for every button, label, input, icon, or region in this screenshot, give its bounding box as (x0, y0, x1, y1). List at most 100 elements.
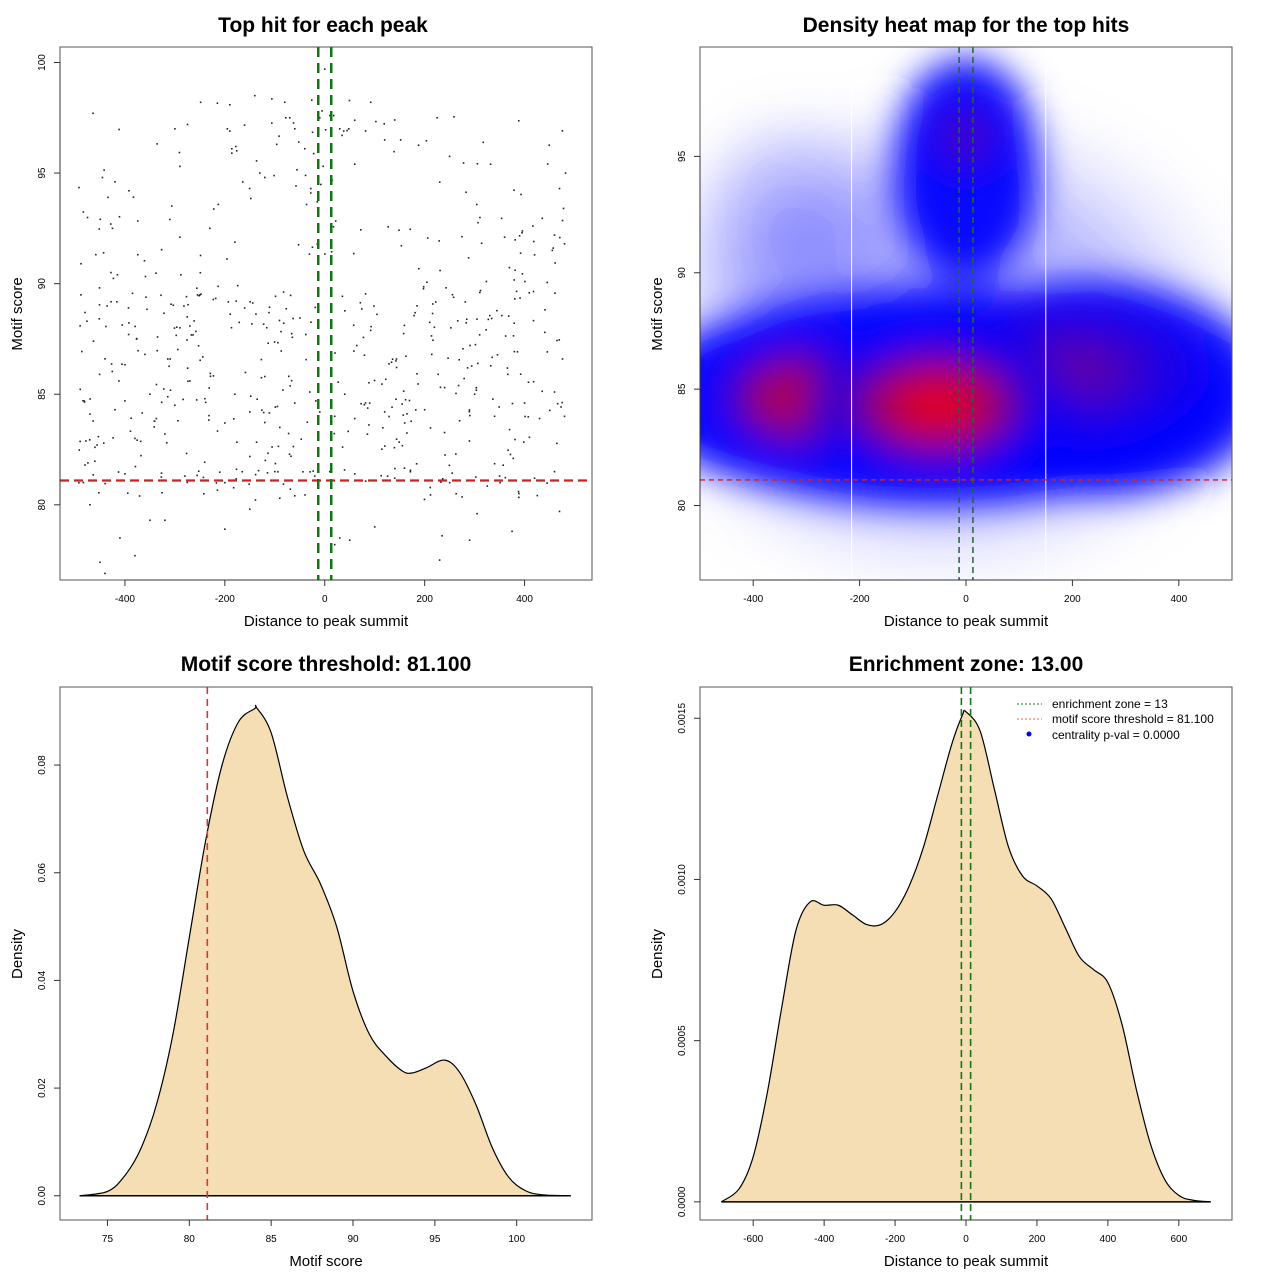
scatter-point (453, 116, 455, 118)
scatter-point (265, 326, 268, 329)
scatter-point (558, 339, 561, 341)
scatter-point (476, 162, 479, 165)
scatter-point (271, 122, 273, 124)
scatter-point (82, 481, 85, 484)
scatter-point (186, 481, 189, 484)
scatter-point (477, 362, 479, 365)
scatter-point (179, 165, 181, 168)
y-axis-label: Density (649, 928, 666, 979)
scatter-point (364, 293, 367, 295)
scatter-point (490, 317, 493, 320)
density-heatmap (700, 58, 1232, 580)
scatter-point (503, 236, 506, 238)
scatter-point (166, 395, 169, 398)
x-tick-label: 80 (184, 1234, 196, 1245)
scatter-point (468, 410, 471, 413)
scatter-point (124, 473, 126, 475)
scatter-point (160, 294, 162, 297)
scatter-point (196, 294, 199, 296)
scatter-point (441, 478, 444, 480)
scatter-point (438, 240, 440, 242)
scatter-point (316, 201, 319, 203)
scatter-point (78, 481, 80, 484)
x-tick-label: 0 (963, 1234, 969, 1245)
scatter-point (388, 415, 390, 418)
scatter-point (226, 128, 229, 130)
scatter-point (386, 475, 389, 477)
legend-label-threshold: motif score threshold = 81.100 (1052, 712, 1214, 726)
scatter-point (278, 135, 280, 137)
scatter-point (553, 391, 556, 393)
scatter-point (296, 169, 298, 171)
scatter-point (456, 320, 459, 322)
scatter-point (277, 471, 279, 473)
y-tick-label: 90 (37, 278, 48, 290)
x-tick-label: -200 (885, 1234, 905, 1245)
scatter-point (375, 120, 377, 123)
scatter-point (114, 408, 116, 411)
scatter-point (437, 373, 439, 376)
scatter-point (238, 321, 241, 324)
scatter-point (486, 485, 489, 487)
scatter-point (513, 189, 515, 192)
scatter-point (381, 448, 383, 450)
scatter-point (561, 130, 564, 132)
scatter-point (271, 98, 273, 100)
scatter-point (323, 68, 326, 70)
scatter-point (429, 494, 432, 496)
scatter-point (209, 375, 212, 378)
x-tick-label: 200 (1029, 1234, 1046, 1245)
scatter-point (201, 356, 204, 358)
density-area (720, 687, 1211, 1220)
scatter-point (514, 239, 516, 241)
scatter-point (417, 144, 420, 147)
scatter-point (153, 426, 155, 428)
scatter-point (124, 363, 126, 366)
density-mode (916, 87, 1016, 188)
scatter-point (177, 419, 179, 422)
x-tick-label: 100 (508, 1234, 525, 1245)
scatter-point (278, 426, 281, 429)
scatter-point (528, 436, 531, 439)
x-axis: -400 -200 0 200 400 (743, 579, 1188, 605)
scatter-point (132, 196, 135, 198)
scatter-point (266, 472, 269, 474)
scatter-point (470, 365, 473, 367)
scatter-point (264, 421, 266, 424)
scatter-point (541, 217, 544, 220)
scatter-point (118, 215, 121, 218)
scatter-point (297, 141, 300, 143)
scatter-point (278, 319, 281, 322)
scatter-point (457, 384, 460, 387)
scatter-point (231, 147, 233, 150)
scatter-point (139, 440, 142, 443)
scatter-point (183, 305, 185, 307)
scatter-point (155, 417, 158, 420)
scatter-point (187, 303, 189, 306)
scatter-point (447, 357, 449, 359)
y-tick-label: 0.0015 (677, 703, 688, 734)
scatter-point (429, 427, 432, 429)
scatter-point (78, 449, 81, 451)
scatter-point (403, 422, 406, 424)
scatter-point (517, 490, 520, 493)
scatter-point (285, 307, 288, 310)
scatter-point (251, 302, 254, 304)
reference-lines (60, 47, 592, 580)
scatter-point (401, 403, 403, 405)
scatter-point (462, 348, 464, 350)
scatter-point (169, 358, 171, 360)
scatter-point (559, 236, 561, 239)
density-curve (720, 709, 1211, 1203)
scatter-point (475, 387, 478, 389)
scatter-point (98, 287, 101, 289)
scatter-point (208, 414, 210, 417)
scatter-point (355, 344, 358, 347)
scatter-point (254, 499, 257, 501)
scatter-point (554, 262, 556, 264)
density-fill (721, 710, 1211, 1202)
scatter-point (81, 350, 83, 353)
scatter-point (160, 248, 163, 251)
scatter-point (103, 169, 105, 171)
scatter-point (380, 474, 382, 477)
